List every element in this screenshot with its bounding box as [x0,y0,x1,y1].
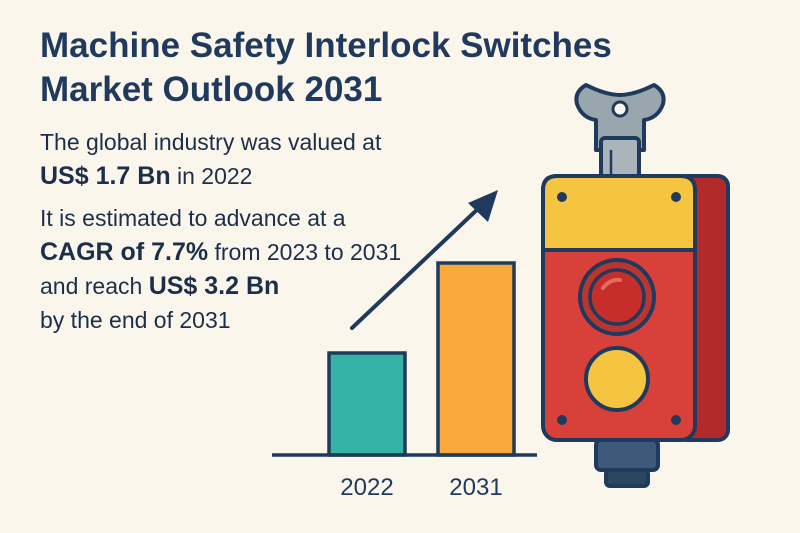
bars-group [327,261,516,457]
valuation-year: in 2022 [170,163,253,189]
valuation-line: US$ 1.7 Bn in 2022 [40,159,460,193]
valuation-2022: US$ 1.7 Bn [40,162,171,190]
trend-arrow-icon [350,190,498,330]
x-tick-labels: 2022 2031 [340,474,502,501]
x-label-2022: 2022 [340,474,393,501]
cagr-period: from 2023 to 2031 [208,239,402,265]
forecast-end: by the end of 2031 [40,307,231,333]
bar-2031 [436,261,516,457]
red-button-icon [578,258,656,336]
valuation-2031: US$ 3.2 Bn [148,272,280,300]
cagr-value: CAGR of 7.7% [40,238,209,266]
title-line-1: Machine Safety Interlock Switches [40,26,612,65]
forecast-intro: It is estimated to advance at a [40,205,346,231]
page-title: Machine Safety Interlock Switches Market… [40,24,680,112]
cagr-line: CAGR of 7.7% from 2023 to 2031 [40,235,460,269]
title-line-2: Market Outlook 2031 [40,70,383,109]
bar-2022 [327,351,407,457]
valuation-intro: The global industry was valued at [40,129,382,155]
reach-prefix: and reach [40,273,149,299]
forecast-text: It is estimated to advance at a CAGR of … [40,201,460,337]
reach-line: and reach US$ 3.2 Bn [40,269,460,303]
x-label-2031: 2031 [449,474,502,501]
valuation-text: The global industry was valued at US$ 1.… [40,125,460,193]
yellow-button-icon [584,346,650,412]
